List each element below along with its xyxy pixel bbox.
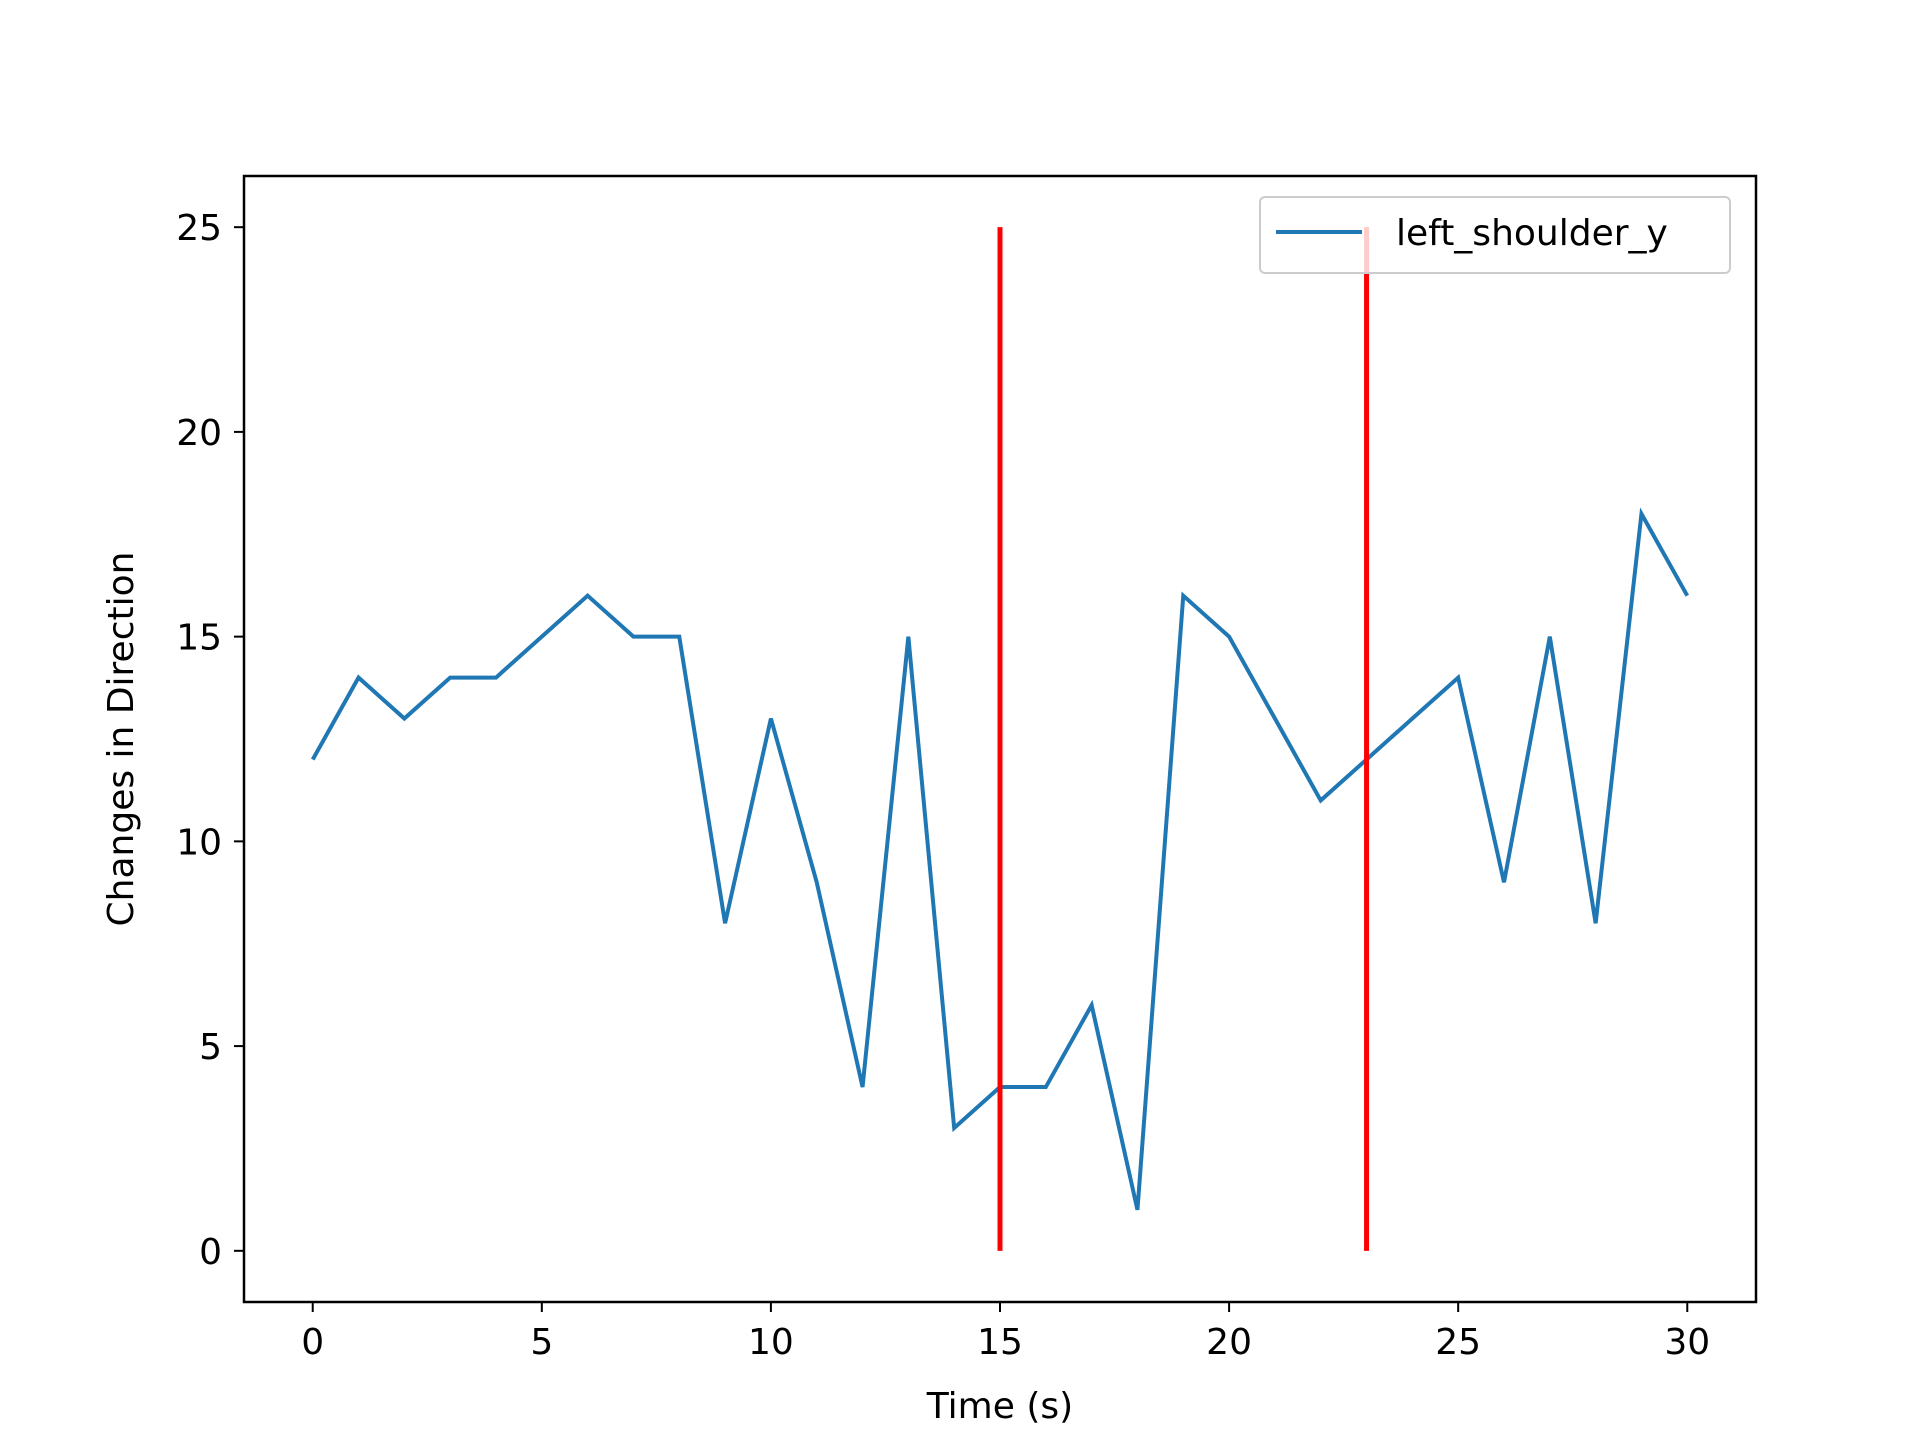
x-tick-label: 20 (1206, 1322, 1252, 1363)
y-tick-label: 15 (176, 618, 222, 659)
legend-label-left-shoulder-y: left_shoulder_y (1396, 213, 1668, 254)
x-tick-label: 0 (301, 1322, 324, 1363)
y-tick-label: 10 (176, 822, 222, 863)
y-tick-label: 0 (199, 1232, 222, 1273)
x-axis-ticks: 0 5 10 15 20 25 30 (301, 1302, 1710, 1363)
x-axis-label: Time (s) (926, 1386, 1073, 1427)
y-tick-label: 5 (199, 1027, 222, 1068)
x-tick-label: 30 (1664, 1322, 1710, 1363)
y-axis-ticks: 0 5 10 15 20 25 (176, 208, 244, 1273)
legend: left_shoulder_y (1260, 197, 1730, 273)
x-tick-label: 25 (1435, 1322, 1481, 1363)
plot-area (244, 176, 1756, 1302)
y-tick-label: 25 (176, 208, 222, 249)
y-axis-label: Changes in Direction (101, 552, 142, 927)
x-tick-label: 5 (530, 1322, 553, 1363)
x-tick-label: 10 (748, 1322, 794, 1363)
x-tick-label: 15 (977, 1322, 1023, 1363)
y-tick-label: 20 (176, 413, 222, 454)
